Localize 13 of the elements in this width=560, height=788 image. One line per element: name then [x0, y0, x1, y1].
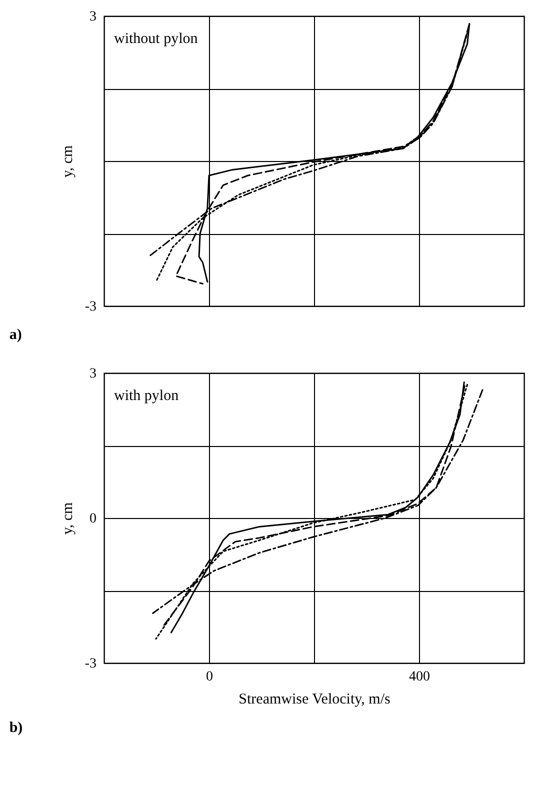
annotation: with pylon: [114, 388, 180, 404]
x-tick-label: 400: [409, 670, 430, 684]
y-tick-label: -3: [84, 300, 96, 314]
text: b): [9, 720, 23, 736]
y-tick-label: -3: [84, 656, 96, 672]
x-axis-title: Streamwise Velocity, m/s: [238, 692, 390, 708]
y-tick-label: 3: [90, 366, 96, 382]
y-tick-label: 3: [90, 10, 96, 24]
y-axis-title: y, cm: [60, 502, 76, 535]
annotation: without pylon: [114, 31, 198, 47]
y-axis-title: y, cm: [60, 144, 76, 178]
text: a): [9, 327, 22, 343]
y-tick-label: 0: [90, 512, 96, 526]
